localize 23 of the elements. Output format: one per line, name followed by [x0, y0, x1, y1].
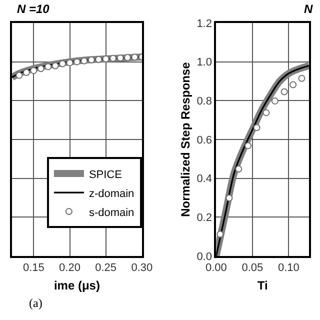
legend-label: s-domain	[88, 206, 134, 219]
legend-label: z-domain	[88, 188, 134, 200]
x-tick-label: 0.30	[131, 262, 153, 274]
x-tick-label: 0.25	[95, 262, 117, 274]
x-tick-label: 0.00	[205, 262, 227, 274]
x-axis-title: Ti	[257, 278, 268, 293]
x-tick-label: 0.15	[22, 262, 44, 274]
x-tick-label: 0.20	[59, 262, 80, 274]
x-tick-label: 0.05	[242, 262, 264, 274]
x-tick-label: 0.10	[278, 262, 300, 274]
y-tick-label: 0.6	[196, 134, 212, 146]
y-tick-label: 0.4	[196, 173, 212, 186]
chart-title: N	[304, 2, 313, 16]
chart-title: N =10	[17, 2, 50, 16]
y-tick-label: 0.8	[196, 96, 212, 108]
legend-label: SPICE	[88, 168, 122, 181]
y-axis-title: Normalized Step Response	[178, 62, 192, 217]
text: (a)	[29, 296, 42, 310]
y-tick-label: 1.2	[196, 18, 212, 30]
x-axis-title: ime (μs)	[54, 278, 100, 293]
y-tick-label: 0.0	[196, 250, 212, 263]
y-tick-label: 0.2	[196, 212, 212, 224]
y-tick-label: 1.0	[196, 56, 212, 69]
